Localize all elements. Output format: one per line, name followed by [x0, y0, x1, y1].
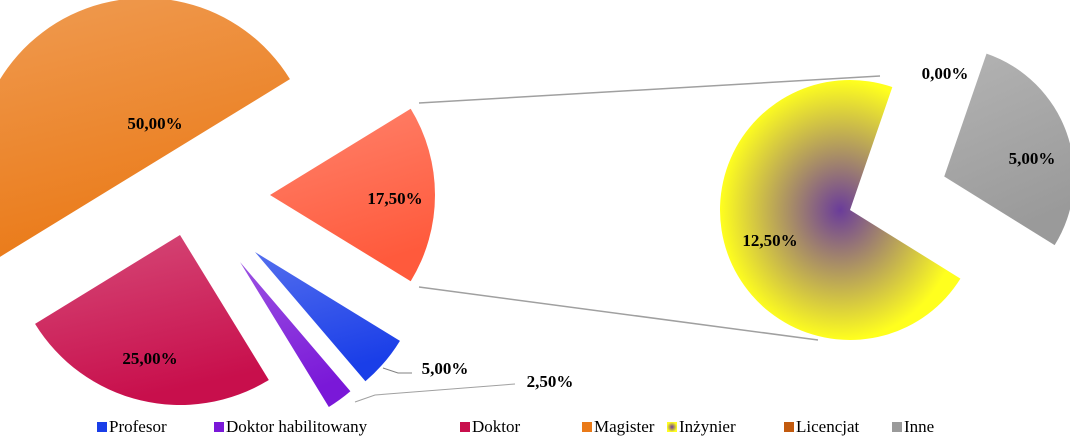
- legend-swatch: [97, 422, 107, 432]
- legend-label: Magister: [594, 417, 655, 436]
- leader-line: [382, 367, 412, 374]
- pie-slice: [35, 235, 269, 406]
- legend-swatch: [214, 422, 224, 432]
- legend-swatch: [892, 422, 902, 432]
- data-label: 5,00%: [1009, 149, 1056, 168]
- legend-swatch: [460, 422, 470, 432]
- data-label: 2,50%: [527, 372, 574, 391]
- data-label: 5,00%: [422, 359, 469, 378]
- legend-label: Inne: [904, 417, 934, 436]
- legend-label: Doktor: [472, 417, 521, 436]
- legend-label: Doktor habilitowany: [226, 417, 368, 436]
- pie-slice: [270, 108, 436, 282]
- data-label: 50,00%: [127, 114, 182, 133]
- data-label: 0,00%: [922, 64, 969, 83]
- data-label: 17,50%: [367, 189, 422, 208]
- legend-swatch: [667, 422, 677, 432]
- legend-label: Licencjat: [796, 417, 860, 436]
- pie-slice: [240, 262, 351, 407]
- pie-slice: [0, 0, 290, 257]
- legend-swatch: [784, 422, 794, 432]
- connector-line: [418, 286, 819, 341]
- connector-line: [418, 75, 881, 104]
- legend-label: Inżynier: [679, 417, 736, 436]
- pie-slice: [720, 80, 961, 341]
- leader-line: [354, 383, 516, 403]
- legend-label: Profesor: [109, 417, 167, 436]
- data-label: 25,00%: [122, 349, 177, 368]
- legend-swatch: [582, 422, 592, 432]
- data-label: 12,50%: [742, 231, 797, 250]
- pie-slice: [944, 53, 1070, 246]
- pie-slice: [255, 252, 400, 382]
